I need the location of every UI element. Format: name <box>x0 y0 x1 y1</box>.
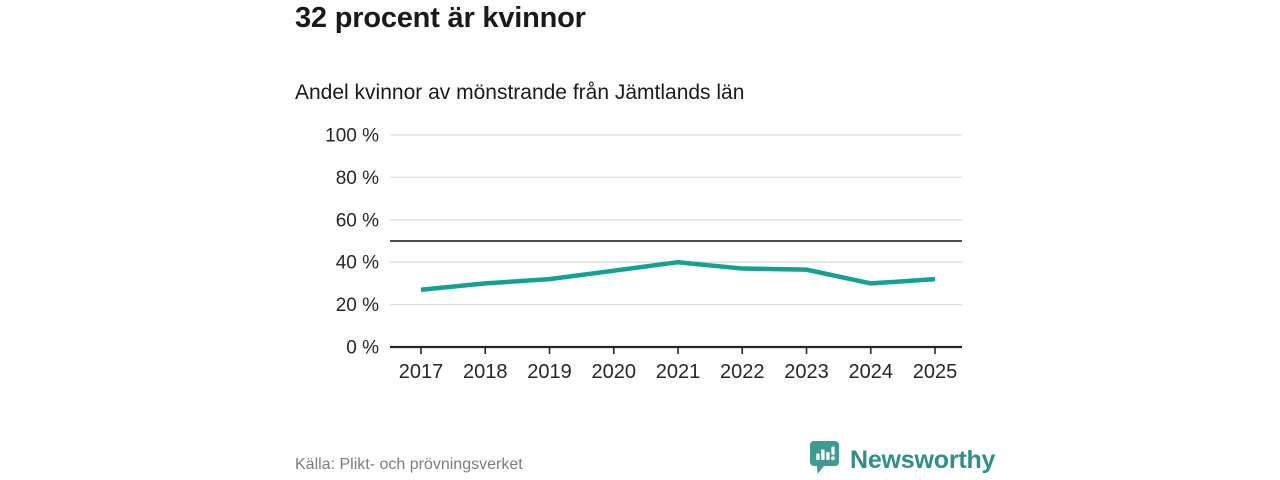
x-tick-label: 2019 <box>527 361 572 383</box>
chart-subtitle: Andel kvinnor av mönstrande från Jämtlan… <box>295 81 745 104</box>
source-note: Källa: Plikt- och prövningsverket <box>295 456 523 473</box>
x-tick-label: 2020 <box>592 361 637 383</box>
x-tick-label: 2017 <box>399 361 444 383</box>
y-tick-label: 80 % <box>336 168 379 189</box>
x-tick-label: 2022 <box>720 361 765 383</box>
y-tick-label: 20 % <box>336 295 379 316</box>
y-tick-label: 0 % <box>346 338 379 359</box>
line-chart: 0 % 20 % 40 % 60 % 80 % 100 % 2017 2018 2019 2020… <box>325 126 962 383</box>
chart-area: 0 % 20 % 40 % 60 % 80 % 100 % 2017 2018 2019 2020… <box>295 118 985 393</box>
x-tick-label: 2025 <box>913 361 958 383</box>
y-tick-label: 40 % <box>336 253 379 274</box>
x-tick-label: 2021 <box>656 361 701 383</box>
brand-logo: Newsworthy <box>810 441 995 480</box>
x-tick-label: 2023 <box>784 361 829 383</box>
brand-name: Newsworthy <box>850 446 996 474</box>
logo-bars <box>816 446 835 461</box>
x-tick-label: 2024 <box>849 361 894 383</box>
y-tick-label: 60 % <box>336 210 379 231</box>
newsworthy-chart-bubble-icon <box>810 441 841 480</box>
y-tick-label: 100 % <box>325 126 379 147</box>
x-tick-label: 2018 <box>463 361 508 383</box>
data-line <box>420 259 936 292</box>
page-title: 32 procent är kvinnor <box>295 2 586 34</box>
